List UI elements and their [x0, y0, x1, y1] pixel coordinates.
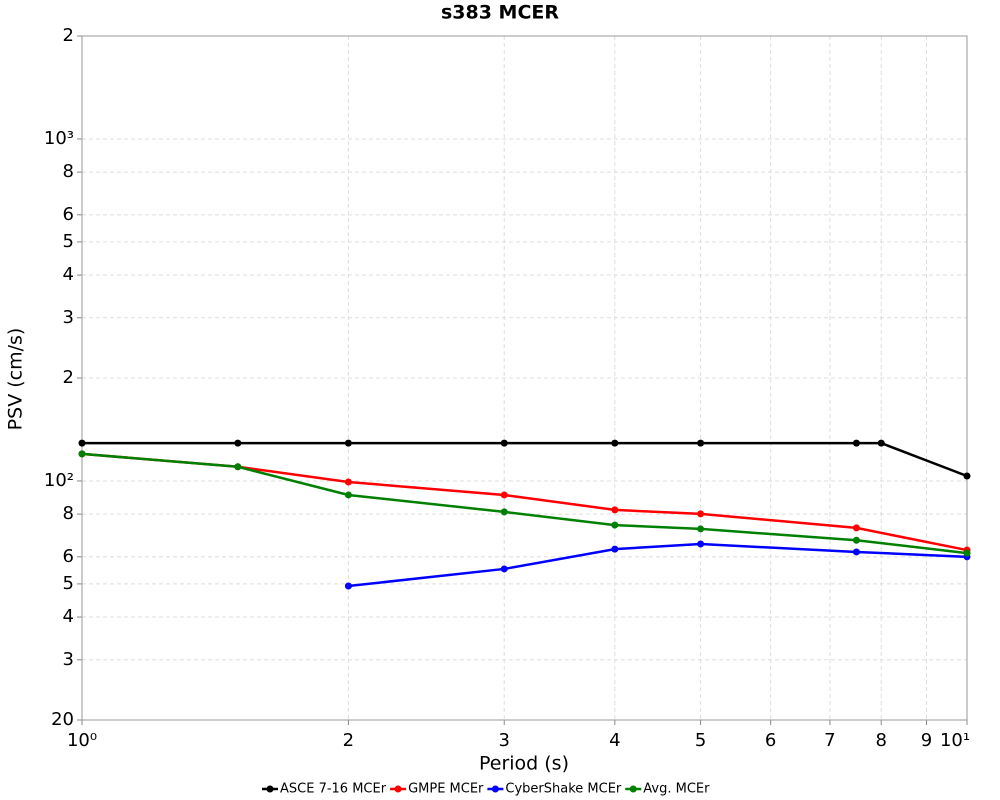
- legend-label: ASCE 7-16 MCEr: [280, 782, 387, 797]
- y-tick-label: 6: [63, 204, 74, 225]
- data-point: [852, 439, 860, 447]
- x-tick-label: 8: [876, 730, 887, 751]
- y-tick-label: 4: [63, 606, 74, 627]
- legend-marker: [491, 785, 499, 793]
- data-point: [697, 439, 705, 447]
- data-point: [344, 439, 352, 447]
- y-tick-label: 10²: [44, 470, 74, 491]
- legend: ASCE 7-16 MCEr GMPE MCEr CyberShake MCEr Av…: [262, 782, 710, 797]
- x-axis-label: Period (s): [479, 753, 569, 775]
- y-tick-label: 6: [63, 546, 74, 567]
- legend-label: Avg. MCEr: [643, 782, 710, 797]
- data-point: [78, 450, 86, 458]
- data-point: [697, 540, 705, 548]
- y-tick-label: 8: [63, 503, 74, 524]
- series-line: [81, 452, 968, 552]
- data-point: [500, 565, 508, 573]
- data-point: [611, 521, 619, 529]
- y-tick-label: 5: [63, 231, 74, 252]
- data-point: [611, 439, 619, 447]
- data-point: [963, 472, 971, 480]
- y-tick-label: 3: [63, 649, 74, 670]
- data-point: [234, 439, 242, 447]
- data-point: [963, 549, 971, 557]
- data-point: [877, 439, 885, 447]
- data-point: [344, 478, 352, 486]
- data-point: [500, 491, 508, 499]
- x-tick-label: 10⁰: [67, 730, 97, 751]
- y-tick-label: 5: [63, 573, 74, 594]
- x-tick-label: 6: [765, 730, 776, 751]
- data-point: [852, 536, 860, 544]
- data-point: [344, 582, 352, 590]
- x-tick-label: 2: [343, 730, 354, 751]
- x-tick-label: 7: [824, 730, 835, 751]
- data-point: [852, 548, 860, 556]
- y-axis-label: PSV (cm/s): [5, 328, 27, 431]
- legend-label: GMPE MCEr: [408, 782, 484, 797]
- legend-label: CyberShake MCEr: [505, 782, 622, 797]
- legend-marker: [266, 785, 274, 793]
- series-line: [348, 542, 968, 588]
- x-tick-label: 3: [499, 730, 510, 751]
- data-point: [611, 506, 619, 514]
- data-point: [500, 439, 508, 447]
- x-tick-label: 10¹: [940, 730, 970, 751]
- data-point: [697, 510, 705, 518]
- data-point: [852, 524, 860, 532]
- legend-marker: [629, 785, 637, 793]
- data-point: [697, 525, 705, 533]
- x-tick-label: 4: [609, 730, 620, 751]
- x-tick-label: 5: [695, 730, 706, 751]
- data-point: [234, 463, 242, 471]
- plot-frame: [81, 35, 968, 721]
- series-line: [81, 452, 968, 555]
- data-point: [78, 439, 86, 447]
- data-point: [500, 508, 508, 516]
- data-point: [344, 491, 352, 499]
- y-tick-label: 8: [63, 161, 74, 182]
- chart-title: s383 MCER: [441, 2, 559, 24]
- y-tick-label: 3: [63, 307, 74, 328]
- y-tick-label: 2: [63, 25, 74, 46]
- y-tick-label: 10³: [44, 128, 74, 149]
- legend-marker: [394, 785, 402, 793]
- x-tick-label: 9: [921, 730, 932, 751]
- y-tick-label: 2: [63, 367, 74, 388]
- y-tick-label: 4: [63, 264, 74, 285]
- data-point: [611, 545, 619, 553]
- y-tick-label: 20: [51, 709, 74, 730]
